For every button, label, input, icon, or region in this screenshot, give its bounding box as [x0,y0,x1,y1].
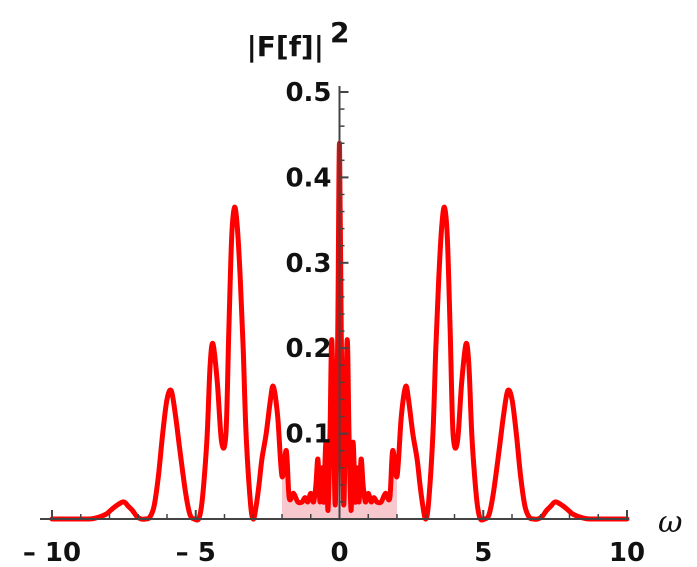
y-ticks: 0.1 0.2 0.3 0.4 0.5 [285,78,349,503]
x-tick-label: – 10 [23,538,81,567]
x-tick-label: – 5 [176,538,216,567]
y-tick-label: 0.5 [285,78,331,108]
x-tick-label: 0 [330,538,348,567]
x-tick-label: 5 [474,538,492,567]
y-tick-label: 0.4 [285,163,331,193]
x-ticks: – 10 – 5 0 5 10 [23,510,645,567]
y-tick-label: 0.1 [285,420,331,450]
x-tick-label: 10 [609,538,645,567]
y-tick-label: 0.2 [285,334,331,364]
y-tick-label: 0.3 [285,249,331,279]
y-axis-title: |F[f]| 2 [247,16,350,63]
x-axis-title: ω [658,505,682,540]
